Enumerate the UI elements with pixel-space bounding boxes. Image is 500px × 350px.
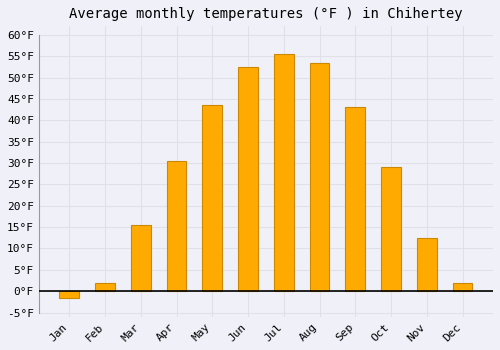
Bar	[417, 238, 436, 291]
Title: Average monthly temperatures (°F ) in Chihertey: Average monthly temperatures (°F ) in Ch…	[69, 7, 462, 21]
Bar	[452, 282, 472, 291]
Bar	[95, 282, 115, 291]
Bar	[381, 167, 401, 291]
Bar	[202, 105, 222, 291]
Bar	[131, 225, 150, 291]
Bar	[60, 291, 79, 298]
Bar	[238, 67, 258, 291]
Bar	[274, 54, 293, 291]
Bar	[166, 161, 186, 291]
Bar	[346, 107, 365, 291]
Bar	[310, 63, 330, 291]
